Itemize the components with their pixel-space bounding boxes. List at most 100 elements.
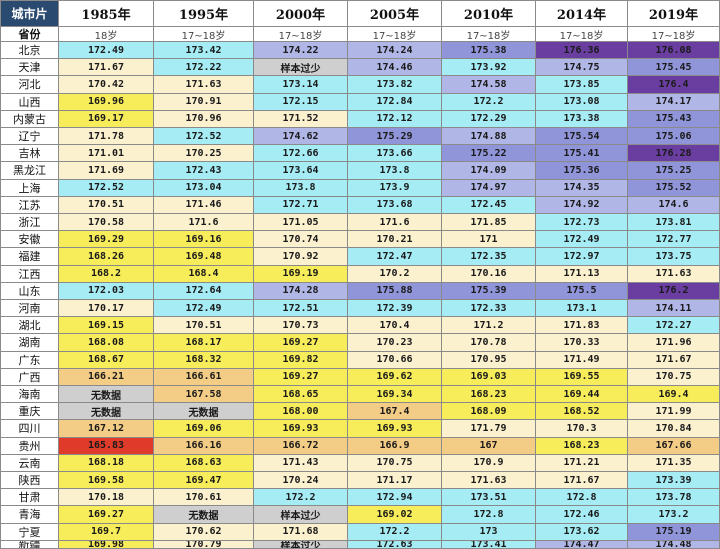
- height-cell: 172.64: [154, 282, 254, 300]
- height-cell: 170.92: [254, 248, 348, 266]
- height-cell: 169.55: [536, 368, 628, 386]
- height-cell: 172.73: [536, 214, 628, 232]
- height-cell: 171.35: [628, 454, 720, 472]
- height-cell: 174.11: [628, 300, 720, 318]
- height-cell: 166.16: [154, 437, 254, 455]
- height-cell: 170.18: [59, 489, 154, 507]
- height-cell: 174.58: [442, 76, 536, 94]
- height-cell: 171.21: [536, 454, 628, 472]
- height-cell: 175.5: [536, 282, 628, 300]
- height-cell: 174.97: [442, 179, 536, 197]
- height-cell: 174.48: [628, 540, 720, 549]
- height-cell: 173.68: [348, 196, 442, 214]
- height-cell: 172.77: [628, 231, 720, 249]
- height-cell: 174.09: [442, 162, 536, 180]
- height-cell: 173.82: [348, 76, 442, 94]
- height-cell: 无数据: [154, 403, 254, 421]
- height-cell: 173.66: [348, 145, 442, 163]
- height-cell: 170.78: [442, 334, 536, 352]
- age-range-label: 17~18岁: [254, 27, 348, 42]
- height-cell: 170.95: [442, 351, 536, 369]
- province-label: 河北: [0, 76, 59, 94]
- height-cell: 172.27: [628, 317, 720, 335]
- province-label: 福建: [0, 248, 59, 266]
- height-cell: 172.03: [59, 282, 154, 300]
- year-header: 2014年: [536, 0, 628, 27]
- height-cell: 168.23: [442, 386, 536, 404]
- height-cell: 171.83: [536, 317, 628, 335]
- province-label: 广西: [0, 368, 59, 386]
- height-cell: 171.63: [442, 472, 536, 490]
- height-cell: 175.06: [628, 128, 720, 146]
- height-cell: 170.51: [154, 317, 254, 335]
- height-cell: 172.84: [348, 93, 442, 111]
- height-cell: 样本过少: [254, 540, 348, 549]
- height-cell: 175.54: [536, 128, 628, 146]
- height-cell: 172.15: [254, 93, 348, 111]
- height-cell: 170.21: [348, 231, 442, 249]
- province-label: 四川: [0, 420, 59, 438]
- height-cell: 176.4: [628, 76, 720, 94]
- height-cell: 173.62: [536, 523, 628, 541]
- height-cell: 171.05: [254, 214, 348, 232]
- height-cell: 172.52: [59, 179, 154, 197]
- height-cell: 168.18: [59, 454, 154, 472]
- height-cell: 166.9: [348, 437, 442, 455]
- height-cell: 176.08: [628, 42, 720, 60]
- height-cell: 168.4: [154, 265, 254, 283]
- height-cell: 172.71: [254, 196, 348, 214]
- height-cell: 169.4: [628, 386, 720, 404]
- height-cell: 171.2: [442, 317, 536, 335]
- height-cell: 171.46: [154, 196, 254, 214]
- height-cell: 175.29: [348, 128, 442, 146]
- height-cell: 170.3: [536, 420, 628, 438]
- height-cell: 171.01: [59, 145, 154, 163]
- height-cell: 171.67: [628, 351, 720, 369]
- height-cell: 171.17: [348, 472, 442, 490]
- province-label: 河南: [0, 300, 59, 318]
- height-cell: 168.52: [536, 403, 628, 421]
- height-cell: 172.2: [348, 523, 442, 541]
- age-range-label: 17~18岁: [442, 27, 536, 42]
- province-label: 山西: [0, 93, 59, 111]
- height-cell: 176.36: [536, 42, 628, 60]
- corner-header: 城市片: [0, 0, 59, 27]
- height-cell: 176.28: [628, 145, 720, 163]
- age-range-label: 17~18岁: [154, 27, 254, 42]
- height-cell: 172.49: [154, 300, 254, 318]
- height-cell: 171.63: [154, 76, 254, 94]
- height-cell: 175.36: [536, 162, 628, 180]
- height-cell: 169.98: [59, 540, 154, 549]
- height-cell: 171.68: [254, 523, 348, 541]
- year-header: 2010年: [442, 0, 536, 27]
- height-cell: 174.35: [536, 179, 628, 197]
- height-cell: 174.28: [254, 282, 348, 300]
- height-cell: 171.96: [628, 334, 720, 352]
- height-cell: 173.92: [442, 59, 536, 77]
- height-cell: 170.25: [154, 145, 254, 163]
- height-cell: 170.16: [442, 265, 536, 283]
- height-cell: 165.83: [59, 437, 154, 455]
- height-cell: 171.6: [154, 214, 254, 232]
- height-cell: 168.32: [154, 351, 254, 369]
- height-cell: 173.1: [536, 300, 628, 318]
- height-cell: 171.78: [59, 128, 154, 146]
- province-label: 山东: [0, 282, 59, 300]
- province-label: 湖北: [0, 317, 59, 335]
- height-cell: 167.4: [348, 403, 442, 421]
- height-cell: 172.49: [536, 231, 628, 249]
- height-cell: 172.2: [254, 489, 348, 507]
- height-cell: 169.17: [59, 110, 154, 128]
- age-range-label: 17~18岁: [628, 27, 720, 42]
- height-cell: 171.79: [442, 420, 536, 438]
- height-cell: 168.67: [59, 351, 154, 369]
- height-cell: 173.8: [254, 179, 348, 197]
- height-cell: 173.41: [442, 540, 536, 549]
- age-range-label: 18岁: [59, 27, 154, 42]
- height-cell: 173.08: [536, 93, 628, 111]
- height-cell: 173.14: [254, 76, 348, 94]
- height-cell: 172.39: [348, 300, 442, 318]
- height-cell: 168.63: [154, 454, 254, 472]
- height-cell: 169.02: [348, 506, 442, 524]
